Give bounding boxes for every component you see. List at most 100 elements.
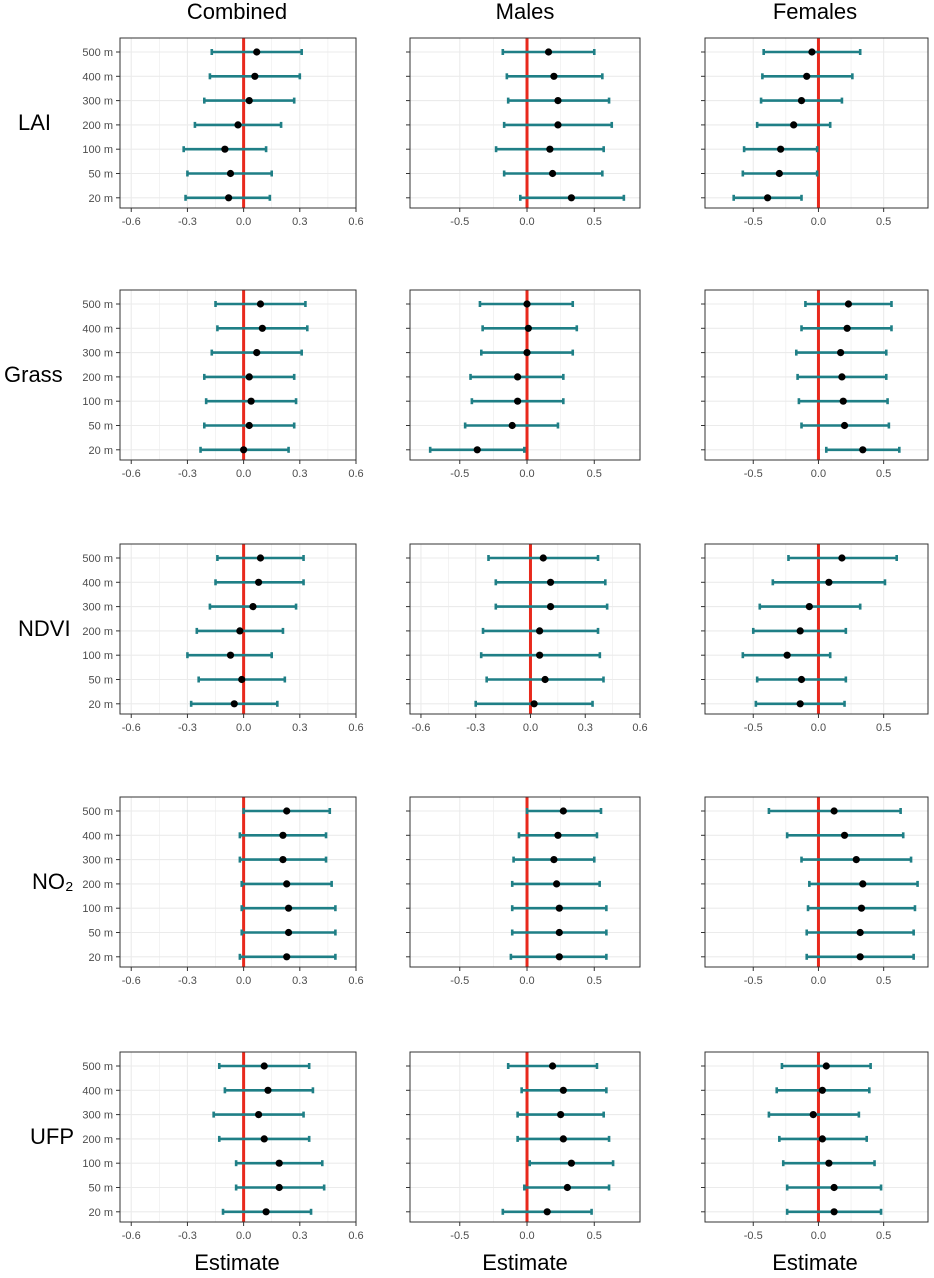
y-tick-label: 20 m <box>89 445 113 457</box>
estimate-point <box>554 97 562 105</box>
panel-border <box>704 289 929 461</box>
estimate-point <box>253 48 261 56</box>
panel-ufp-males: -0.5 0.0 0.5 <box>406 1051 641 1242</box>
y-tick-label: 300 m <box>82 1110 113 1122</box>
panel-background <box>705 1052 928 1222</box>
row-title-no: NO₂ <box>32 869 74 894</box>
estimate-point <box>539 554 547 562</box>
x-tick-label: 0.0 <box>811 468 826 480</box>
x-tick-label: -0.5 <box>450 975 469 987</box>
y-tick-label: 20 m <box>89 193 113 205</box>
estimate-point <box>249 603 257 611</box>
x-tick-label: 0.0 <box>236 975 251 987</box>
estimate-point <box>508 421 516 430</box>
x-tick-label: -0.5 <box>450 216 469 228</box>
x-tick-label: -0.3 <box>178 468 197 480</box>
estimate-point <box>563 1183 571 1192</box>
estimate-point <box>536 627 544 635</box>
panel-grass-females: -0.5 0.0 0.5 <box>701 289 929 480</box>
y-tick-label: 200 m <box>82 626 113 638</box>
estimate-point <box>838 373 846 381</box>
panel-background <box>120 1052 356 1222</box>
x-tick-label: -0.5 <box>744 1230 763 1242</box>
panel-border <box>409 289 641 461</box>
x-tick-label: -0.6 <box>122 975 141 987</box>
estimate-point <box>283 880 291 888</box>
x-tick-label: 0.5 <box>876 722 891 734</box>
panel-border <box>119 37 357 209</box>
estimate-point <box>825 1159 833 1167</box>
y-tick-label: 200 m <box>82 120 113 132</box>
estimate-point <box>514 397 522 405</box>
estimate-point <box>837 349 845 357</box>
y-tick-label: 500 m <box>82 553 113 565</box>
y-tick-label: 400 m <box>82 830 113 842</box>
y-tick-label: 500 m <box>82 806 113 818</box>
estimate-point <box>548 1062 557 1070</box>
estimate-point <box>857 904 866 912</box>
column-title-females: Females <box>773 0 857 24</box>
estimate-point <box>553 880 561 888</box>
estimate-point <box>796 627 804 635</box>
estimate-point <box>818 1086 826 1094</box>
x-tick-label: 0.3 <box>292 722 307 734</box>
estimate-point <box>255 578 263 586</box>
x-axis-title: Estimate <box>194 1250 280 1275</box>
x-tick-label: -0.6 <box>122 216 141 228</box>
panel-border <box>119 1051 357 1223</box>
y-tick-label: 400 m <box>82 1085 113 1097</box>
x-tick-label: 0.3 <box>292 975 307 987</box>
x-axis-title: Estimate <box>482 1250 568 1275</box>
x-tick-label: -0.3 <box>178 216 197 228</box>
row-title-ndvi: NDVI <box>18 616 71 641</box>
x-tick-label: 0.5 <box>587 216 602 228</box>
x-tick-label: 0.5 <box>876 975 891 987</box>
estimate-point <box>543 1208 551 1216</box>
estimate-point <box>523 300 531 308</box>
panel-border <box>409 37 641 209</box>
estimate-point <box>548 169 557 178</box>
estimate-point <box>830 1183 838 1192</box>
x-tick-label: -0.5 <box>450 1230 469 1242</box>
x-tick-label: 0.0 <box>519 975 534 987</box>
estimate-point <box>775 169 783 178</box>
y-tick-label: 100 m <box>82 650 113 662</box>
x-tick-label: 0.0 <box>236 468 251 480</box>
row-title-grass: Grass <box>4 362 63 387</box>
x-tick-label: -0.6 <box>122 468 141 480</box>
x-tick-label: -0.6 <box>122 1230 141 1242</box>
panel-grass-males: -0.5 0.0 0.5 <box>406 289 641 480</box>
estimate-point <box>283 953 291 961</box>
estimate-point <box>797 97 806 105</box>
estimate-point <box>234 121 242 129</box>
x-tick-label: 0.5 <box>876 1230 891 1242</box>
estimate-point <box>838 554 846 562</box>
x-tick-label: 0.0 <box>523 722 538 734</box>
estimate-point <box>559 807 567 815</box>
x-tick-label: -0.5 <box>744 216 763 228</box>
panel-border <box>119 796 357 968</box>
estimate-point <box>546 603 555 611</box>
x-tick-label: 0.3 <box>292 468 307 480</box>
column-title-combined: Combined <box>187 0 287 24</box>
x-tick-label: -0.3 <box>178 722 197 734</box>
estimate-point <box>844 300 853 308</box>
x-tick-label: 0.3 <box>292 1230 307 1242</box>
panel-ndvi-males: -0.6 -0.3 0.0 0.3 0.6 <box>406 543 648 734</box>
estimate-point <box>275 1159 283 1167</box>
panel-border <box>704 1051 929 1223</box>
y-tick-label: 300 m <box>82 855 113 867</box>
y-tick-label: 20 m <box>89 699 113 711</box>
y-tick-label: 500 m <box>82 299 113 311</box>
estimate-point <box>279 831 287 839</box>
estimate-point <box>567 194 576 202</box>
y-tick-label: 200 m <box>82 879 113 891</box>
estimate-point <box>763 194 772 202</box>
estimate-point <box>262 1208 270 1216</box>
y-tick-label: 200 m <box>82 1134 113 1146</box>
estimate-point <box>783 651 791 659</box>
x-tick-label: 0.0 <box>811 722 826 734</box>
estimate-point <box>830 1208 838 1216</box>
panel-border <box>704 37 929 209</box>
x-tick-label: 0.5 <box>587 468 602 480</box>
